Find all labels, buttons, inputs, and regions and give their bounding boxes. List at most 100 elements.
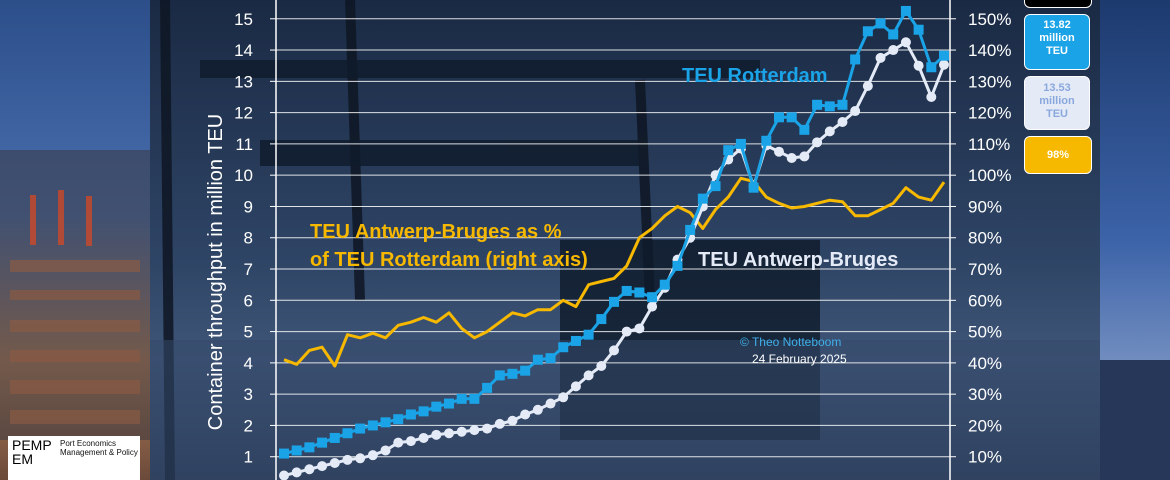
right-tick-label: 40% bbox=[968, 354, 1002, 373]
series-line bbox=[283, 176, 946, 368]
rotterdam-point bbox=[735, 138, 746, 149]
rotterdam-point bbox=[444, 398, 454, 409]
rotterdam-point bbox=[862, 26, 873, 37]
antwerp-point bbox=[342, 454, 353, 465]
series-2 bbox=[283, 176, 946, 368]
right-tick-label: 100% bbox=[968, 166, 1011, 185]
rotterdam-point bbox=[926, 62, 937, 73]
label-rotterdam: TEU Rotterdam bbox=[682, 65, 828, 87]
gridlines bbox=[270, 18, 956, 458]
logo-mark-top: PEMP bbox=[12, 437, 52, 453]
rotterdam-point bbox=[494, 370, 505, 381]
right-tick-label: 50% bbox=[968, 323, 1002, 342]
right-tick-label: 70% bbox=[968, 260, 1002, 279]
rotterdam-point bbox=[685, 224, 696, 235]
antwerp-point bbox=[482, 423, 493, 434]
rotterdam-point bbox=[761, 135, 772, 146]
left-tick-label: 1 bbox=[244, 448, 253, 467]
antwerp-point bbox=[774, 146, 784, 157]
credit-text: © Theo Notteboom bbox=[740, 335, 841, 349]
rotterdam-point bbox=[672, 260, 683, 271]
right-tick-label: 80% bbox=[968, 229, 1002, 248]
antwerp-point bbox=[583, 370, 594, 381]
antwerp-point bbox=[532, 404, 543, 415]
right-tick-label: 10% bbox=[968, 448, 1002, 467]
rotterdam-point bbox=[913, 24, 924, 35]
rotterdam-point bbox=[405, 409, 416, 420]
left-tick-label: 11 bbox=[235, 135, 253, 154]
antwerp-point bbox=[304, 464, 315, 475]
left-tick-label: 6 bbox=[244, 291, 253, 310]
badge-antwerp-value: 13.53 bbox=[1043, 82, 1071, 94]
antwerp-point bbox=[799, 151, 810, 162]
rotterdam-point bbox=[786, 112, 797, 123]
left-tick-label: 10 bbox=[234, 166, 253, 185]
rotterdam-point bbox=[291, 445, 302, 456]
antwerp-point bbox=[939, 59, 949, 70]
rotterdam-point bbox=[723, 145, 734, 156]
left-tick-label: 8 bbox=[244, 229, 253, 248]
logo-mark-bottom: EM bbox=[12, 451, 33, 467]
right-tick-label: 120% bbox=[968, 104, 1011, 123]
rotterdam-point bbox=[748, 182, 759, 193]
antwerp-point bbox=[520, 409, 531, 420]
left-tick-label: 7 bbox=[244, 260, 253, 279]
antwerp-point bbox=[507, 415, 518, 426]
rotterdam-point bbox=[469, 393, 480, 404]
rotterdam-point bbox=[875, 18, 886, 29]
rotterdam-point bbox=[456, 393, 467, 404]
rotterdam-point bbox=[583, 329, 594, 340]
rotterdam-point bbox=[342, 428, 353, 439]
rotterdam-point bbox=[850, 54, 861, 65]
rotterdam-point bbox=[482, 382, 493, 393]
right-tick-label: 30% bbox=[968, 385, 1002, 404]
y-axis-title: Container throughput in million TEU bbox=[205, 114, 227, 430]
logo-tagline-1: Port Economics bbox=[60, 439, 117, 448]
rotterdam-point bbox=[799, 124, 810, 135]
rotterdam-point bbox=[634, 287, 645, 298]
antwerp-point bbox=[850, 106, 861, 117]
left-tick-label: 15 bbox=[234, 10, 253, 29]
antwerp-point bbox=[812, 137, 823, 148]
badge-rotterdam: 13.82 million TEU bbox=[1024, 14, 1090, 70]
rotterdam-point bbox=[355, 423, 366, 434]
antwerp-point bbox=[444, 428, 454, 439]
logo-tagline-2: Management & Policy bbox=[60, 448, 138, 457]
antwerp-point bbox=[913, 60, 924, 71]
rotterdam-point bbox=[545, 353, 556, 364]
label-pct-line-1: TEU Antwerp-Bruges as % bbox=[310, 221, 562, 243]
right-tick-label: 130% bbox=[968, 72, 1011, 91]
antwerp-point bbox=[634, 323, 645, 334]
antwerp-point bbox=[418, 432, 429, 443]
rotterdam-point bbox=[812, 99, 823, 110]
antwerp-point bbox=[621, 326, 632, 337]
right-tick-label: 60% bbox=[968, 291, 1002, 310]
rotterdam-point bbox=[824, 101, 835, 112]
antwerp-point bbox=[558, 392, 569, 403]
antwerp-point bbox=[405, 436, 416, 447]
left-tick-label: 14 bbox=[234, 41, 253, 60]
rotterdam-point bbox=[621, 285, 632, 296]
badge-antwerp: 13.53 million TEU bbox=[1024, 76, 1090, 130]
rotterdam-point bbox=[431, 401, 442, 412]
rotterdam-point bbox=[837, 99, 848, 110]
rotterdam-point bbox=[532, 354, 543, 365]
rotterdam-point bbox=[900, 5, 911, 16]
antwerp-point bbox=[431, 429, 442, 440]
antwerp-point bbox=[494, 418, 505, 429]
antwerp-point bbox=[647, 301, 658, 312]
antwerp-point bbox=[875, 52, 886, 63]
antwerp-point bbox=[596, 361, 607, 371]
antwerp-point bbox=[317, 461, 328, 472]
antwerp-point bbox=[279, 470, 289, 480]
antwerp-point bbox=[900, 37, 911, 48]
rotterdam-point bbox=[697, 193, 708, 204]
rotterdam-point bbox=[380, 417, 391, 428]
rotterdam-point bbox=[367, 420, 378, 431]
rotterdam-point bbox=[520, 365, 531, 376]
antwerp-point bbox=[570, 381, 581, 392]
antwerp-point bbox=[609, 345, 619, 356]
